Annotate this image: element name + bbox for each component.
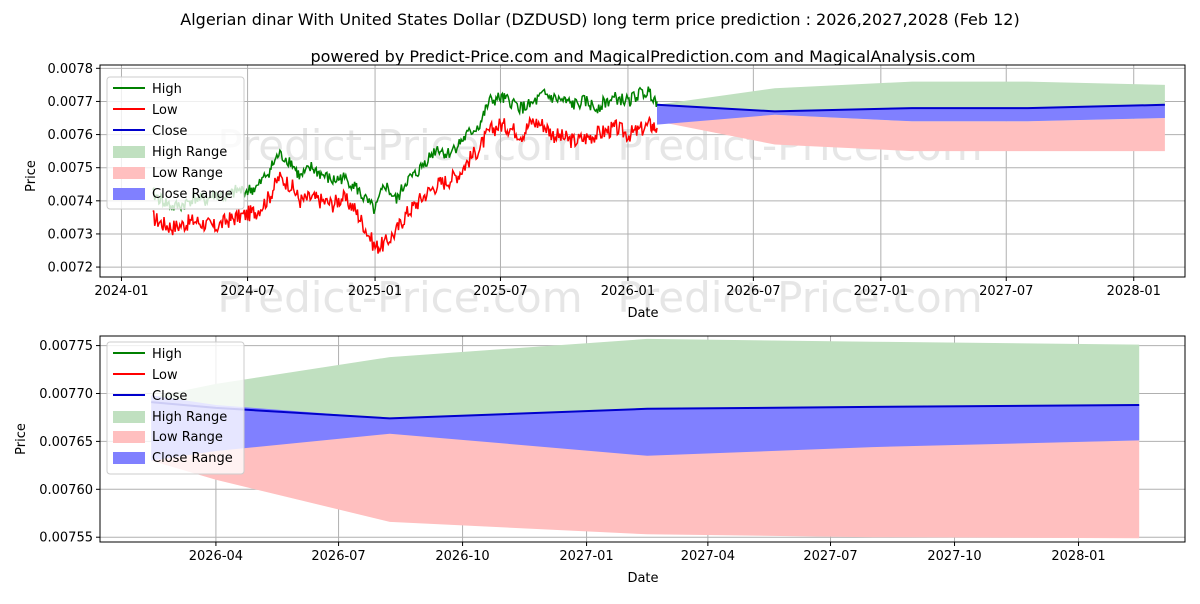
top-legend-close-range-label: Close Range xyxy=(152,187,233,202)
top-legend-low-range-swatch xyxy=(113,167,145,179)
bottom-plot-frame xyxy=(99,335,1186,543)
top-plot-frame xyxy=(99,64,1186,278)
bottom-x-tick-label: 2026-10 xyxy=(435,549,489,564)
top-y-tick-label: 0.0073 xyxy=(48,227,94,242)
top-legend-high-label: High xyxy=(152,82,182,97)
top-x-tick-label: 2026-01 xyxy=(601,284,655,299)
bottom-x-tick-label: 2026-04 xyxy=(189,549,243,564)
bottom-x-tick-label: 2027-04 xyxy=(681,549,735,564)
top-x-tick-label: 2026-07 xyxy=(726,284,780,299)
top-chart-panel: Predict-Price.com Predict-Price.com Pred… xyxy=(24,62,1186,322)
bottom-low-range-band xyxy=(151,431,1140,539)
top-x-tick-label: 2028-01 xyxy=(1107,284,1161,299)
top-legend-high-range-label: High Range xyxy=(152,145,227,160)
bottom-x-tick-label: 2028-01 xyxy=(1051,549,1105,564)
top-close-range-band xyxy=(657,104,1165,125)
chart-title: Algerian dinar With United States Dollar… xyxy=(180,10,1019,29)
top-watermark-3: Predict-Price.com xyxy=(217,273,582,322)
bottom-x-tick-label: 2027-10 xyxy=(927,549,981,564)
top-legend-low-label: Low xyxy=(152,103,178,118)
bottom-y-tick-label: 0.00770 xyxy=(39,387,93,402)
bottom-legend-close-range-label: Close Range xyxy=(152,451,233,466)
top-y-tick-label: 0.0072 xyxy=(48,261,94,276)
top-watermark-1: Predict-Price.com xyxy=(217,121,582,170)
bottom-chart-panel: Predict-Price.com Predict-Price.com 2026… xyxy=(14,335,1186,586)
top-y-tick-label: 0.0074 xyxy=(48,194,94,209)
bottom-legend-close-label: Close xyxy=(152,389,187,404)
bottom-x-axis-label: Date xyxy=(627,571,658,586)
top-legend-low-range-label: Low Range xyxy=(152,166,223,181)
bottom-y-tick-label: 0.00765 xyxy=(39,435,93,450)
bottom-y-tick-label: 0.00760 xyxy=(39,483,93,498)
top-x-tick-label: 2024-07 xyxy=(220,284,274,299)
bottom-legend-high-label: High xyxy=(152,347,182,362)
top-x-tick-label: 2027-07 xyxy=(979,284,1033,299)
top-x-axis-label: Date xyxy=(627,306,658,321)
bottom-legend-low-label: Low xyxy=(152,368,178,383)
bottom-y-tick-label: 0.00755 xyxy=(39,531,93,546)
bottom-legend-high-range-label: High Range xyxy=(152,410,227,425)
top-legend-close-label: Close xyxy=(152,124,187,139)
bottom-legend-low-range-label: Low Range xyxy=(152,430,223,445)
bottom-x-tick-label: 2027-01 xyxy=(559,549,613,564)
bottom-y-tick-label: 0.00775 xyxy=(39,339,93,354)
top-y-tick-label: 0.0078 xyxy=(48,62,94,77)
top-legend-high-range-swatch xyxy=(113,146,145,158)
bottom-y-axis-label: Price xyxy=(14,423,29,455)
top-x-tick-label: 2027-01 xyxy=(854,284,908,299)
bottom-x-tick-label: 2027-07 xyxy=(803,549,857,564)
top-y-axis-label: Price xyxy=(24,160,39,192)
top-x-tick-label: 2024-01 xyxy=(94,284,148,299)
top-legend: High Low Close High Range Low Range Clos… xyxy=(106,76,245,210)
top-legend-close-range-swatch xyxy=(113,188,145,200)
top-low-range-band xyxy=(657,104,1165,152)
top-low-series-line xyxy=(152,115,658,254)
top-x-tick-label: 2025-01 xyxy=(348,284,402,299)
bottom-legend: High Low Close High Range Low Range Clos… xyxy=(106,341,245,475)
top-x-tick-label: 2025-07 xyxy=(473,284,527,299)
bottom-legend-close-range-swatch xyxy=(113,452,145,464)
bottom-close-range-band xyxy=(151,395,1140,461)
top-y-tick-label: 0.0075 xyxy=(48,161,94,176)
top-close-forecast-line xyxy=(656,103,1165,113)
chart-subtitle: powered by Predict-Price.com and Magical… xyxy=(310,47,975,66)
bottom-x-tick-label: 2026-07 xyxy=(311,549,365,564)
top-y-tick-label: 0.0076 xyxy=(48,128,94,143)
bottom-legend-low-range-swatch xyxy=(113,431,145,443)
bottom-legend-high-range-swatch xyxy=(113,411,145,423)
top-y-tick-label: 0.0077 xyxy=(48,95,94,110)
top-watermark-4: Predict-Price.com xyxy=(617,273,982,322)
